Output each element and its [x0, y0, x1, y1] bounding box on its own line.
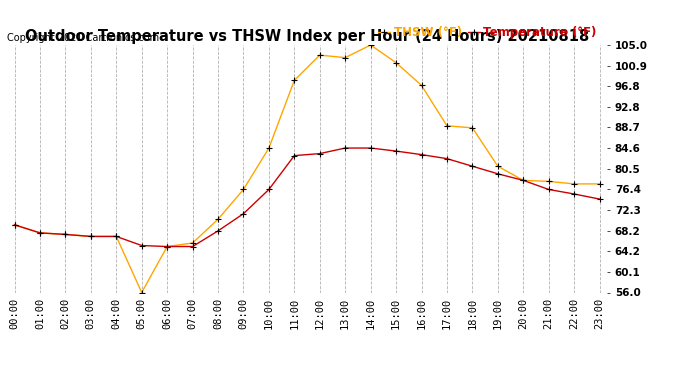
THSW (°F) [544, 179, 553, 184]
THSW (°F) [112, 234, 121, 238]
THSW (°F) [493, 164, 502, 168]
Temperature (°F) [239, 211, 248, 216]
Temperature (°F) [290, 153, 299, 158]
THSW (°F) [290, 78, 299, 82]
Temperature (°F) [469, 164, 477, 168]
Temperature (°F) [341, 146, 349, 150]
Temperature (°F) [570, 192, 578, 196]
THSW (°F) [137, 290, 146, 295]
Temperature (°F) [163, 244, 171, 249]
Temperature (°F) [188, 244, 197, 249]
Temperature (°F) [112, 234, 121, 238]
Temperature (°F) [443, 156, 451, 161]
THSW (°F) [595, 182, 604, 186]
THSW (°F) [341, 56, 349, 60]
THSW (°F) [36, 231, 44, 235]
Temperature (°F) [595, 197, 604, 201]
THSW (°F) [10, 223, 19, 227]
Temperature (°F) [36, 231, 44, 235]
THSW (°F) [188, 241, 197, 245]
Title: Outdoor Temperature vs THSW Index per Hour (24 Hours) 20210818: Outdoor Temperature vs THSW Index per Ho… [25, 29, 589, 44]
Legend: THSW (°F), Temperature (°F): THSW (°F), Temperature (°F) [374, 21, 601, 44]
Temperature (°F) [214, 229, 222, 233]
Temperature (°F) [265, 187, 273, 192]
Temperature (°F) [519, 178, 527, 183]
Temperature (°F) [544, 187, 553, 192]
Temperature (°F) [137, 243, 146, 248]
Temperature (°F) [417, 152, 426, 157]
Temperature (°F) [61, 232, 70, 237]
THSW (°F) [239, 187, 248, 192]
THSW (°F) [87, 234, 95, 238]
THSW (°F) [417, 83, 426, 88]
Temperature (°F) [366, 146, 375, 150]
THSW (°F) [443, 124, 451, 128]
Temperature (°F) [10, 223, 19, 227]
THSW (°F) [570, 182, 578, 186]
Line: THSW (°F): THSW (°F) [12, 42, 602, 295]
Temperature (°F) [315, 152, 324, 156]
Temperature (°F) [87, 234, 95, 238]
THSW (°F) [315, 53, 324, 57]
THSW (°F) [469, 126, 477, 130]
THSW (°F) [392, 60, 400, 65]
Line: Temperature (°F): Temperature (°F) [12, 145, 602, 249]
Temperature (°F) [493, 171, 502, 176]
THSW (°F) [214, 217, 222, 222]
THSW (°F) [366, 43, 375, 47]
Text: Copyright 2021 Cartronics.com: Copyright 2021 Cartronics.com [7, 33, 159, 42]
THSW (°F) [265, 146, 273, 150]
THSW (°F) [61, 232, 70, 237]
Temperature (°F) [392, 149, 400, 153]
THSW (°F) [519, 178, 527, 183]
THSW (°F) [163, 244, 171, 249]
